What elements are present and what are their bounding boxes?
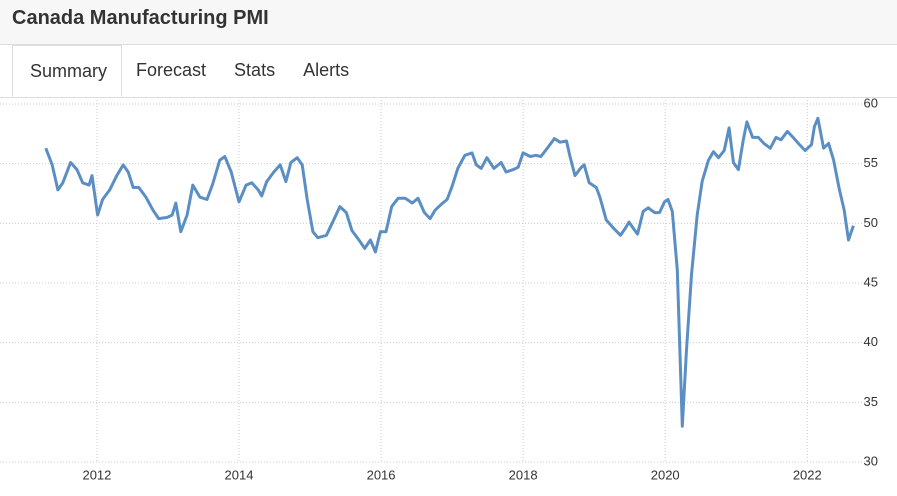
x-tick-label: 2020 bbox=[651, 467, 680, 482]
x-tick-label: 2018 bbox=[509, 467, 538, 482]
x-tick-label: 2022 bbox=[793, 467, 822, 482]
y-tick-label: 35 bbox=[864, 394, 878, 409]
x-tick-label: 2012 bbox=[82, 467, 111, 482]
y-tick-label: 45 bbox=[864, 274, 878, 289]
y-tick-label: 55 bbox=[864, 155, 878, 170]
tab[interactable]: Summary bbox=[12, 45, 123, 97]
x-tick-label: 2016 bbox=[367, 467, 396, 482]
tab[interactable]: Forecast bbox=[136, 60, 207, 80]
tab[interactable]: Alerts bbox=[303, 60, 350, 80]
y-tick-label: 60 bbox=[864, 95, 878, 110]
tab-bar: Summary Forecast Stats Alerts bbox=[12, 45, 363, 97]
tab[interactable]: Stats bbox=[234, 60, 276, 80]
y-tick-label: 30 bbox=[864, 453, 878, 468]
data-line bbox=[44, 116, 855, 428]
tab-divider bbox=[0, 97, 897, 98]
x-tick-label: 2014 bbox=[225, 467, 254, 482]
y-tick-label: 40 bbox=[864, 334, 878, 349]
header-bar: Canada Manufacturing PMI bbox=[0, 0, 897, 45]
y-tick-label: 50 bbox=[864, 215, 878, 230]
page-title: Canada Manufacturing PMI bbox=[12, 7, 269, 29]
